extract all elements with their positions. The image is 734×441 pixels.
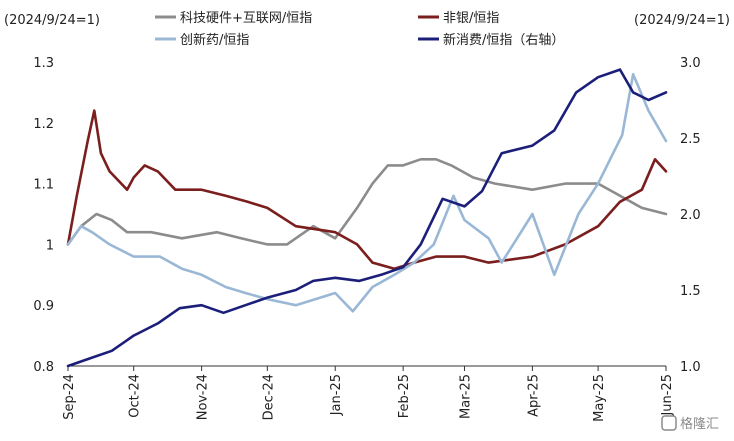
x-tick-label: Feb-25	[397, 374, 412, 418]
left-tick-label: 1.3	[33, 56, 54, 71]
legend-label-pharma: 创新药/恒指	[180, 32, 249, 48]
x-axis-ticks: Sep-24 Oct-24 Nov-24 Dec-24 Jan-25 Feb-25 Mar-…	[62, 366, 675, 422]
legend-item-pharma: 创新药/恒指	[155, 32, 249, 48]
right-tick-label: 2.5	[680, 132, 701, 147]
left-tick-label: 0.8	[33, 360, 54, 375]
legend-item-nonbank: 非银/恒指	[418, 11, 499, 26]
series-line	[66, 158, 668, 246]
left-tick-label: 1.2	[33, 117, 54, 132]
legend-item-tech: 科技硬件+互联网/恒指	[155, 11, 312, 26]
right-tick-label: 1.5	[680, 284, 701, 299]
x-tick-label: May-25	[592, 374, 607, 422]
series-line	[66, 68, 668, 368]
watermark: 格隆汇	[661, 415, 719, 432]
legend: 科技硬件+互联网/恒指 非银/恒指 创新药/恒指 新消费/恒指（右轴）	[155, 11, 564, 48]
x-tick-label: Dec-24	[261, 374, 276, 420]
legend-label-tech: 科技硬件+互联网/恒指	[180, 11, 312, 26]
left-tick-label: 1.1	[33, 178, 54, 193]
legend-label-consumer: 新消费/恒指（右轴）	[443, 32, 564, 48]
x-tick-label: Oct-24	[128, 374, 143, 418]
right-tick-label: 1.0	[680, 360, 701, 375]
x-tick-label: Jun-25	[660, 374, 675, 417]
legend-label-nonbank: 非银/恒指	[443, 11, 499, 26]
right-tick-label: 2.0	[680, 208, 701, 223]
left-axis-ticks: 0.8 0.9 1 1.1 1.2 1.3	[33, 56, 54, 375]
right-tick-label: 3.0	[680, 56, 701, 71]
right-axis-ticks: 1.0 1.5 2.0 2.5 3.0	[680, 56, 701, 375]
x-tick-label: Sep-24	[62, 374, 77, 420]
x-tick-label: Apr-25	[526, 374, 541, 417]
legend-item-consumer: 新消费/恒指（右轴）	[418, 32, 564, 48]
watermark-logo-icon	[661, 415, 677, 431]
x-tick-label: Nov-24	[196, 374, 211, 420]
series-line	[66, 72, 668, 313]
left-tick-label: 1	[46, 238, 54, 253]
x-tick-label: Jan-25	[329, 374, 344, 416]
left-axis-note: (2024/9/24=1)	[4, 13, 100, 28]
x-tick-label: Mar-25	[458, 374, 473, 419]
left-tick-label: 0.9	[33, 299, 54, 314]
series-layer	[66, 68, 668, 368]
right-axis-note: (2024/9/24=1)	[634, 13, 730, 28]
series-line	[66, 109, 668, 271]
watermark-text: 格隆汇	[680, 416, 719, 432]
